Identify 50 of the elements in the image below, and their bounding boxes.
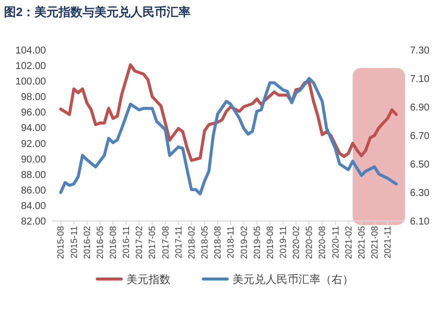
line-series xyxy=(59,63,398,162)
x-tick-label: 2017-08 xyxy=(160,226,170,260)
y-tick-label: 94.00 xyxy=(20,123,46,134)
x-tick-label: 2016-11 xyxy=(121,226,132,258)
y2-tick-label: 7.10 xyxy=(410,74,430,85)
x-tick-label: 2019-08 xyxy=(264,226,275,260)
y-tick-label: 84.00 xyxy=(20,200,46,212)
y2-tick-label: 6.30 xyxy=(410,188,430,199)
x-tick-label: 2020-05 xyxy=(304,226,314,260)
y-tick-label: 102.00 xyxy=(15,61,46,72)
x-tick-label: 2018-05 xyxy=(200,226,210,260)
y2-tick-label: 6.90 xyxy=(410,102,430,114)
x-tick-label: 2016-02 xyxy=(82,226,92,260)
y-tick-label: 88.00 xyxy=(20,170,46,181)
x-tick-label: 2017-02 xyxy=(134,226,144,260)
x-tick-label: 2018-02 xyxy=(186,226,196,260)
y-tick-label: 90.00 xyxy=(20,154,46,166)
line-series xyxy=(59,77,398,196)
y-tick-label: 98.00 xyxy=(20,92,46,104)
x-tick-label: 2018-08 xyxy=(212,226,223,260)
y-tick-label: 100.00 xyxy=(15,76,46,88)
x-tick-label: 2021-08 xyxy=(369,226,380,260)
chart-title: 图2：美元指数与美元兑人民币汇率 xyxy=(4,5,191,19)
x-tick-label: 2015-11 xyxy=(68,226,79,258)
x-tick-label: 2017-11 xyxy=(173,226,184,258)
x-tick-label: 2020-11 xyxy=(330,226,340,258)
x-tick-label: 2016-08 xyxy=(108,226,118,260)
x-tick-label: 2016-05 xyxy=(94,226,105,260)
x-tick-label: 2021-02 xyxy=(343,226,354,260)
y-tick-label: 92.00 xyxy=(20,138,46,150)
x-tick-label: 2019-05 xyxy=(252,226,262,260)
x-tick-label: 2015-08 xyxy=(56,226,66,260)
y2-tick-label: 6.10 xyxy=(410,216,430,228)
y-tick-label: 104.00 xyxy=(15,46,46,56)
x-tick-label: 2020-08 xyxy=(317,226,328,260)
x-tick-label: 2021-11 xyxy=(382,226,393,258)
x-tick-label: 2019-11 xyxy=(278,226,288,258)
x-tick-label: 2021-05 xyxy=(356,226,366,260)
y-tick-label: 82.00 xyxy=(20,216,46,228)
y2-tick-label: 6.50 xyxy=(410,160,430,170)
legend-label: 美元兑人民币汇率（右） xyxy=(232,273,354,286)
y2-tick-label: 7.30 xyxy=(410,46,430,56)
x-tick-label: 2017-05 xyxy=(147,226,158,260)
y2-tick-label: 6.70 xyxy=(410,131,430,142)
x-tick-label: 2020-02 xyxy=(291,226,302,260)
y-tick-label: 96.00 xyxy=(20,108,46,119)
x-tick-label: 2018-11 xyxy=(226,226,236,258)
legend-label: 美元指数 xyxy=(126,273,170,286)
y-tick-label: 86.00 xyxy=(20,185,46,196)
x-tick-label: 2019-02 xyxy=(238,226,249,260)
